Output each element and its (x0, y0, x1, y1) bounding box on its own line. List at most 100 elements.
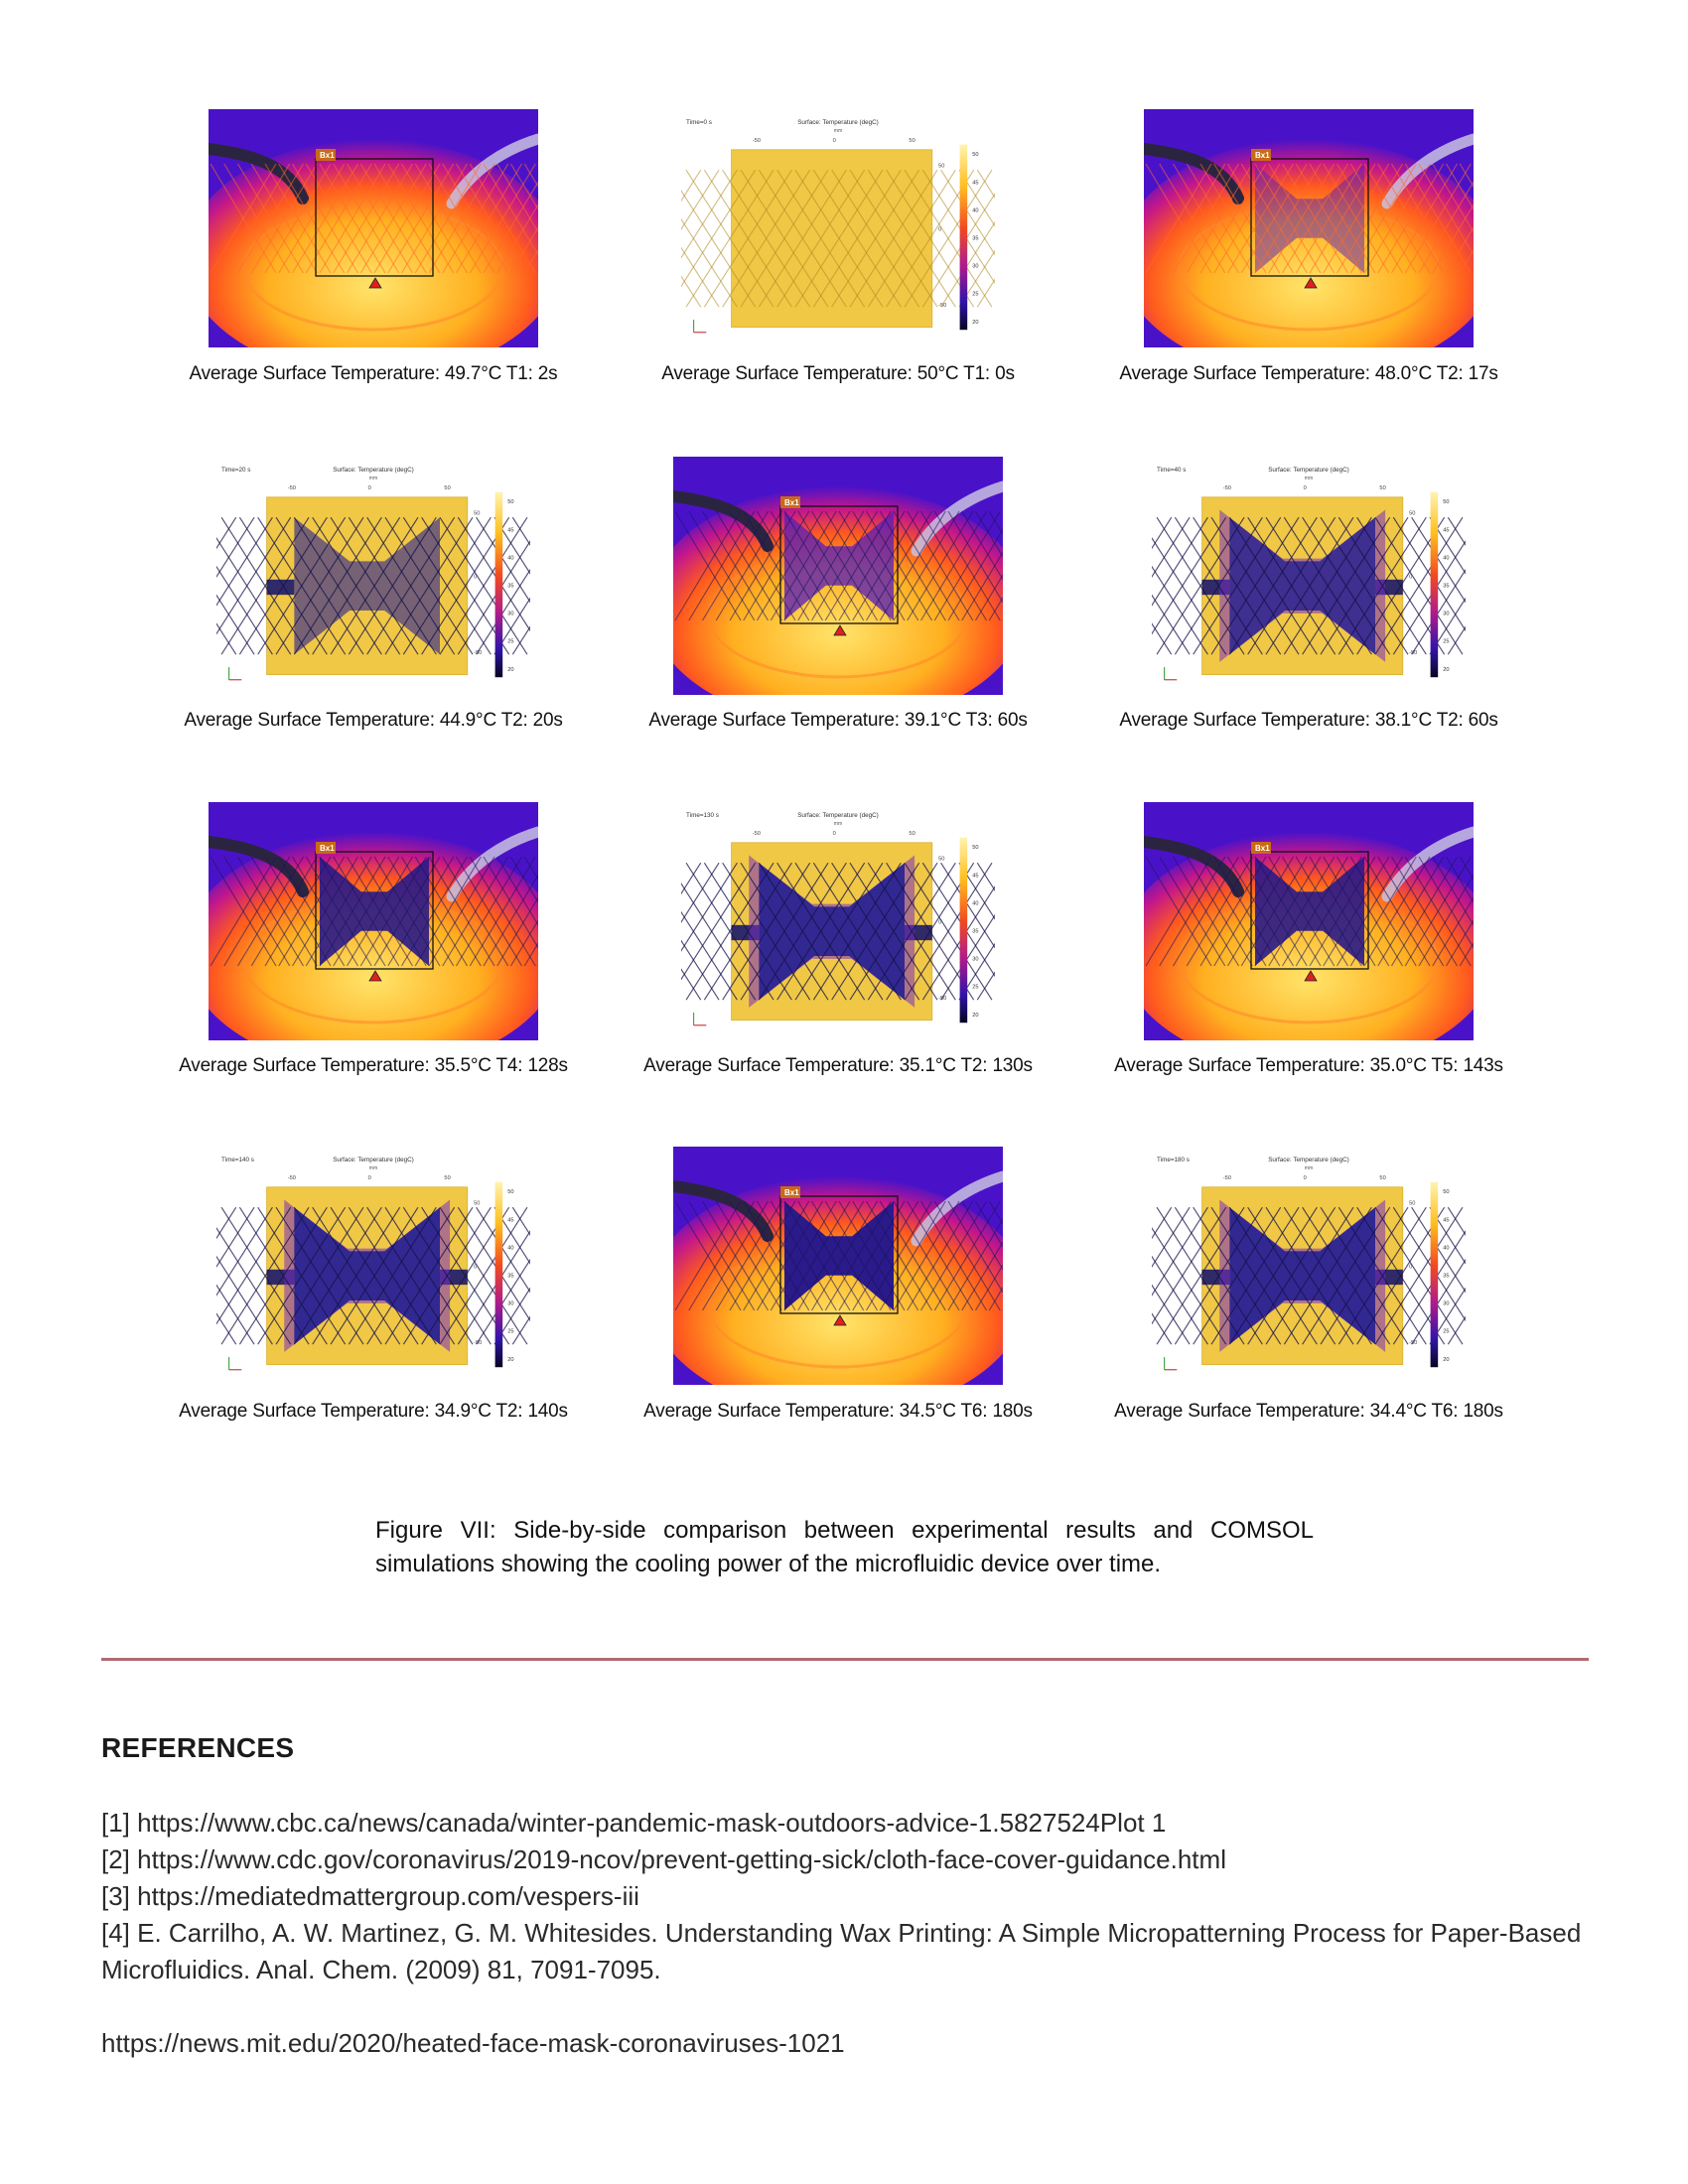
roi-label: Bx1 (784, 498, 799, 507)
sim-y-tick: 50 (1409, 511, 1415, 517)
colorbar-tick: 40 (1443, 1245, 1449, 1251)
colorbar-tick: 50 (1443, 1189, 1449, 1195)
sim-y-tick: 50 (474, 511, 480, 517)
figure-caption: Figure VII: Side-by-side comparison betw… (375, 1514, 1314, 1581)
sim-x-tick: 50 (444, 1175, 450, 1181)
sim-title: Surface: Temperature (degC) (1268, 467, 1349, 474)
roi-box (779, 505, 899, 624)
sim-colorbar (959, 837, 968, 1024)
thermal-image-svg: Bx1 (1144, 802, 1474, 1040)
sim-channel (216, 1199, 530, 1352)
sim-y-tick: -50 (938, 303, 946, 309)
thermal-image: Bx1 (1144, 109, 1474, 347)
inlet-tube (673, 490, 774, 552)
colorbar-tick: 30 (507, 1301, 513, 1307)
roi-label-badge (780, 1186, 800, 1198)
colorbar-tick: 40 (1443, 555, 1449, 561)
colorbar-tick: 45 (1443, 1217, 1449, 1223)
sim-y-tick: 0 (1409, 575, 1412, 581)
sim-x-tick: -50 (753, 831, 761, 837)
outlet-tube (911, 480, 1003, 557)
panel-caption: Average Surface Temperature: 44.9°C T2: … (184, 710, 563, 731)
outlet-tube (911, 1170, 1003, 1247)
references-list: [1] https://www.cbc.ca/news/canada/winte… (101, 1805, 1601, 1988)
colorbar-tick: 35 (972, 235, 978, 241)
sim-y-tick: -50 (1409, 1340, 1417, 1346)
inlet-tube (209, 143, 309, 205)
colorbar-tick: 30 (972, 957, 978, 963)
sim-x-tick: 0 (833, 831, 836, 837)
sim-time-label: Time=40 s (1157, 467, 1186, 474)
roi-label-badge (780, 496, 800, 508)
max-temp-marker (368, 970, 382, 982)
panel-caption: Average Surface Temperature: 50°C T1: 0s (661, 363, 1015, 384)
colorbar-tick: 20 (1443, 667, 1449, 673)
max-temp-marker (1304, 277, 1318, 289)
sim-y-tick: 50 (474, 1201, 480, 1207)
roi-label-badge (316, 149, 336, 161)
colorbar-tick: 45 (507, 527, 513, 533)
panel-caption: Average Surface Temperature: 39.1°C T3: … (648, 710, 1028, 731)
simulation-plot-svg: Time=0 s Surface: Temperature (degC) mm -50… (681, 114, 995, 342)
sim-y-tick: -50 (1409, 650, 1417, 656)
simulation-plot-svg: Time=180 s Surface: Temperature (degC) mm -… (1152, 1152, 1466, 1380)
sim-channel (216, 516, 530, 655)
sim-y-tick: 0 (1409, 1265, 1412, 1271)
sim-x-tick: 50 (909, 138, 914, 144)
simulation-image: Time=130 s Surface: Temperature (degC) mm -… (681, 807, 995, 1035)
sim-colorbar (494, 1181, 503, 1368)
sim-colorbar (1430, 491, 1439, 678)
colorbar-tick: 45 (972, 873, 978, 879)
panel-caption: Average Surface Temperature: 34.4°C T6: … (1114, 1401, 1503, 1422)
sim-x-tick: 0 (368, 1175, 371, 1181)
colorbar-tick: 35 (972, 928, 978, 934)
figure-caption-line-1: Figure VII: Side-by-side comparison betw… (375, 1517, 1314, 1544)
colorbar-tick: 50 (507, 1189, 513, 1195)
sim-time-label: Time=140 s (221, 1157, 254, 1163)
sim-y-tick: 0 (474, 1265, 477, 1271)
colorbar-tick: 50 (972, 152, 978, 158)
sim-y-tick: 50 (1409, 1201, 1415, 1207)
sim-x-tick: 50 (909, 831, 914, 837)
simulation-image: Time=20 s Surface: Temperature (degC) mm -5… (216, 462, 530, 690)
colorbar-tick: 35 (507, 1273, 513, 1279)
sim-time-label: Time=0 s (686, 119, 712, 126)
thermal-image-svg: Bx1 (673, 1147, 1003, 1385)
sim-axis-unit: mm (369, 1165, 377, 1171)
colorbar-tick: 20 (972, 320, 978, 326)
reference-item-2: [2] https://www.cdc.gov/coronavirus/2019… (101, 1844, 1226, 1874)
thermal-image: Bx1 (673, 457, 1003, 695)
sim-channel (681, 855, 995, 1008)
sim-colorbar (1430, 1181, 1439, 1368)
sim-x-tick: 50 (444, 485, 450, 491)
panel-caption: Average Surface Temperature: 34.5°C T6: … (643, 1401, 1033, 1422)
colorbar-tick: 50 (972, 845, 978, 851)
sim-time-label: Time=130 s (686, 812, 719, 819)
max-temp-marker (1304, 970, 1318, 982)
colorbar-tick: 25 (1443, 639, 1449, 645)
simulation-plot-svg: Time=130 s Surface: Temperature (degC) mm -… (681, 807, 995, 1035)
simulation-image: Time=40 s Surface: Temperature (degC) mm -5… (1152, 462, 1466, 690)
extra-link[interactable]: https://news.mit.edu/2020/heated-face-ma… (101, 2028, 845, 2058)
sim-channel (1152, 1199, 1466, 1352)
colorbar-tick: 40 (972, 900, 978, 906)
sim-x-tick: 0 (368, 485, 371, 491)
colorbar-tick: 30 (1443, 1301, 1449, 1307)
sim-x-tick: 0 (1304, 1175, 1307, 1181)
reference-item-3: [3] https://mediatedmattergroup.com/vesp… (101, 1881, 639, 1911)
colorbar-tick: 35 (507, 583, 513, 589)
sim-substrate (731, 149, 933, 329)
sim-colorbar (494, 491, 503, 678)
roi-box (1250, 158, 1369, 277)
roi-label-badge (1251, 842, 1271, 854)
colorbar-tick: 45 (507, 1217, 513, 1223)
sim-x-tick: -50 (1223, 1175, 1231, 1181)
sim-title: Surface: Temperature (degC) (333, 467, 414, 474)
colorbar-tick: 25 (507, 639, 513, 645)
reference-item-4: [4] E. Carrilho, A. W. Martinez, G. M. W… (101, 1918, 1582, 1984)
inlet-tube (1144, 143, 1244, 205)
cooled-device (1145, 856, 1474, 967)
inlet-tube (1144, 836, 1244, 897)
max-temp-marker (368, 277, 382, 289)
inlet-tube (673, 1180, 774, 1242)
